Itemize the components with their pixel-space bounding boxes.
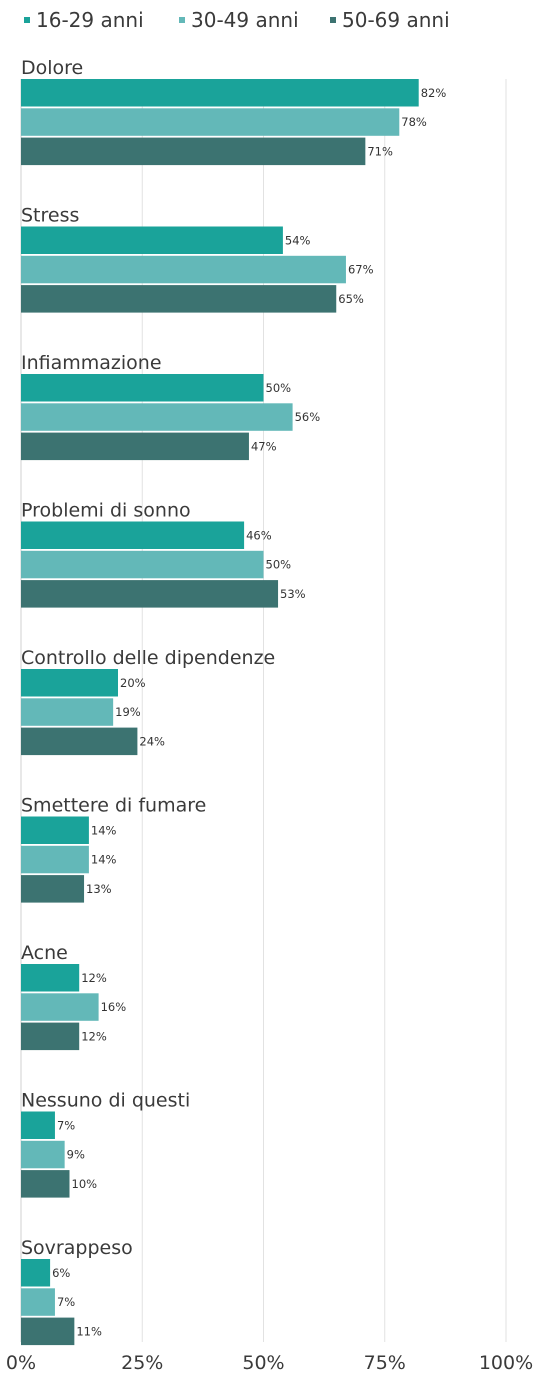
bar-3-2: [21, 403, 293, 431]
bar-8-3: [21, 1170, 70, 1198]
data-label-6-2: 14%: [91, 853, 117, 867]
bar-9-2: [21, 1288, 55, 1316]
x-axis-ticks: 0% 25% 50% 75% 100%: [6, 1352, 533, 1374]
data-label-2-3: 65%: [338, 292, 364, 306]
bar-1-3: [21, 137, 366, 166]
data-label-5-2: 19%: [115, 705, 141, 719]
bar-5-2: [21, 698, 114, 726]
x-tick-label-100: 100%: [479, 1352, 533, 1374]
bar-7-2: [21, 993, 99, 1021]
data-label-6-1: 14%: [91, 823, 117, 837]
legend-label-2: 30-49 anni: [191, 8, 299, 32]
data-label-3-3: 47%: [251, 439, 277, 453]
data-label-7-3: 12%: [81, 1029, 107, 1043]
bar-4-1: [21, 521, 245, 549]
bar-6-1: [21, 816, 89, 844]
bar-4-2: [21, 550, 264, 579]
data-label-7-1: 12%: [81, 971, 107, 985]
legend-marker-1: [24, 17, 30, 23]
legend: 16-29 anni 30-49 anni 50-69 anni: [24, 8, 450, 32]
data-label-9-2: 7%: [57, 1295, 75, 1309]
data-label-4-3: 53%: [280, 587, 306, 601]
bar-7-1: [21, 964, 80, 992]
bar-3-1: [21, 374, 264, 402]
category-label-2: Stress: [21, 205, 79, 227]
bar-9-3: [21, 1317, 75, 1346]
data-label-1-3: 71%: [367, 144, 393, 158]
bar-6-2: [21, 845, 89, 874]
bar-1-2: [21, 108, 400, 136]
data-label-8-3: 10%: [72, 1177, 98, 1191]
data-label-9-1: 6%: [52, 1266, 70, 1280]
data-label-4-2: 50%: [266, 558, 292, 572]
data-label-4-1: 46%: [246, 528, 272, 542]
bar-1-1: [21, 79, 419, 107]
bar-4-3: [21, 580, 279, 608]
bar-6-3: [21, 875, 85, 903]
data-label-9-3: 11%: [76, 1324, 102, 1338]
bar-9-1: [21, 1259, 51, 1287]
category-labels: Dolore Stress Infiammazione Problemi di son…: [21, 57, 275, 1259]
bar-5-3: [21, 727, 138, 756]
data-label-8-2: 9%: [67, 1148, 85, 1162]
bars: 82% 78% 71% 54% 67% 65% 50% 56% 47% 46% 50% 53% 20% 1…: [21, 79, 447, 1346]
bar-8-1: [21, 1111, 55, 1139]
bar-2-2: [21, 255, 346, 284]
bar-2-1: [21, 226, 283, 254]
category-label-8: Nessuno di questi: [21, 1090, 190, 1112]
category-label-7: Acne: [21, 942, 68, 964]
category-label-3: Infiammazione: [21, 352, 162, 374]
bar-5-1: [21, 669, 118, 697]
data-label-2-1: 54%: [285, 233, 311, 247]
data-label-6-3: 13%: [86, 882, 112, 896]
data-label-3-1: 50%: [266, 381, 292, 395]
x-tick-label-75: 75%: [364, 1352, 406, 1374]
data-label-3-2: 56%: [295, 410, 321, 424]
bar-7-3: [21, 1022, 80, 1051]
legend-label-3: 50-69 anni: [342, 8, 450, 32]
data-label-2-2: 67%: [348, 263, 374, 277]
data-label-5-3: 24%: [139, 734, 165, 748]
data-label-5-1: 20%: [120, 676, 146, 690]
bar-8-2: [21, 1140, 65, 1169]
bar-2-3: [21, 285, 337, 313]
category-label-4: Problemi di sonno: [21, 500, 191, 522]
data-label-8-1: 7%: [57, 1118, 75, 1132]
category-label-6: Smettere di fumare: [21, 795, 206, 817]
data-label-7-2: 16%: [101, 1000, 127, 1014]
legend-label-1: 16-29 anni: [36, 8, 144, 32]
legend-marker-2: [179, 17, 185, 23]
bar-3-3: [21, 432, 249, 461]
x-tick-label-50: 50%: [242, 1352, 284, 1374]
x-tick-label-25: 25%: [121, 1352, 163, 1374]
category-label-9: Sovrappeso: [21, 1237, 133, 1259]
x-tick-label-0: 0%: [6, 1352, 36, 1374]
category-label-1: Dolore: [21, 57, 83, 79]
legend-marker-3: [330, 17, 336, 23]
data-label-1-1: 82%: [421, 86, 447, 100]
data-label-1-2: 78%: [401, 115, 427, 129]
category-label-5: Controllo delle dipendenze: [21, 647, 275, 669]
